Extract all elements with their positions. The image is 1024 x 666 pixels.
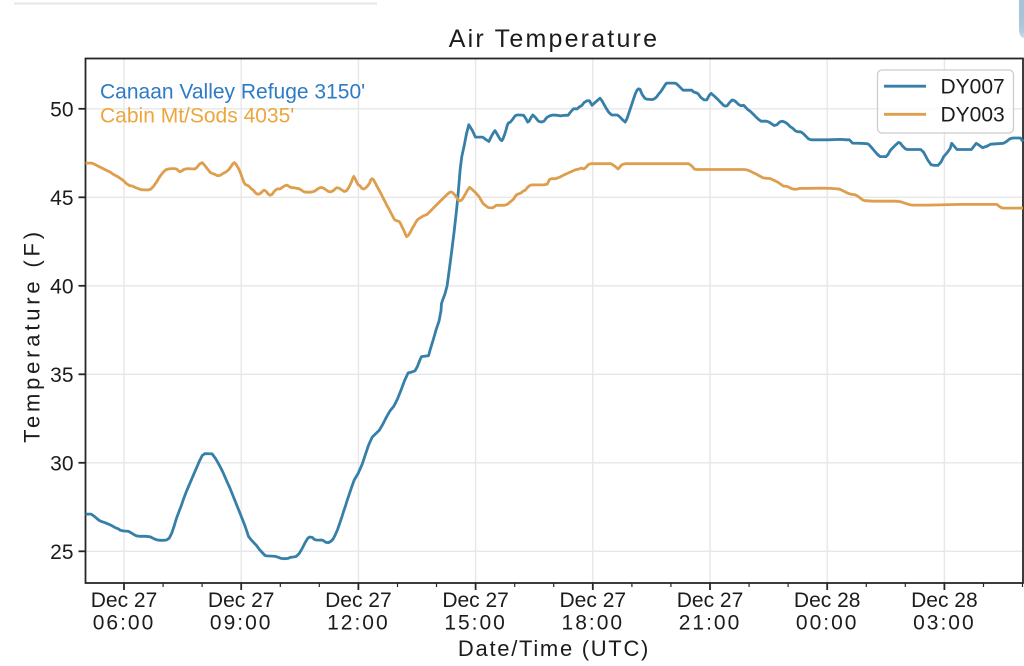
svg-text:Dec 27: Dec 27 [91,589,158,612]
svg-text:Canaan Valley Refuge 3150': Canaan Valley Refuge 3150' [100,81,365,104]
svg-text:45: 45 [50,187,73,210]
svg-text:Dec 27: Dec 27 [208,589,275,612]
svg-text:09:00: 09:00 [210,612,273,635]
svg-text:Air Temperature: Air Temperature [449,25,659,53]
svg-text:Cabin Mt/Sods 4035': Cabin Mt/Sods 4035' [100,105,294,128]
svg-text:03:00: 03:00 [913,612,976,635]
svg-text:35: 35 [50,364,73,387]
svg-text:Dec 28: Dec 28 [794,589,861,612]
svg-text:40: 40 [50,275,73,298]
svg-text:30: 30 [50,452,73,475]
svg-text:Date/Time (UTC): Date/Time (UTC) [458,636,650,661]
svg-text:Dec 27: Dec 27 [442,589,509,612]
svg-text:06:00: 06:00 [93,612,156,635]
svg-text:15:00: 15:00 [444,612,507,635]
svg-text:18:00: 18:00 [562,612,625,635]
svg-text:25: 25 [50,541,73,564]
svg-text:Temperature (F): Temperature (F) [20,228,45,443]
svg-text:50: 50 [50,98,73,121]
svg-text:21:00: 21:00 [679,612,742,635]
svg-text:DY007: DY007 [941,76,1005,99]
svg-text:00:00: 00:00 [796,612,859,635]
svg-text:DY003: DY003 [941,104,1005,127]
svg-text:Dec 27: Dec 27 [560,589,627,612]
svg-text:Dec 27: Dec 27 [325,589,392,612]
svg-text:12:00: 12:00 [327,612,390,635]
svg-text:Dec 28: Dec 28 [911,589,978,612]
svg-text:Dec 27: Dec 27 [677,589,744,612]
